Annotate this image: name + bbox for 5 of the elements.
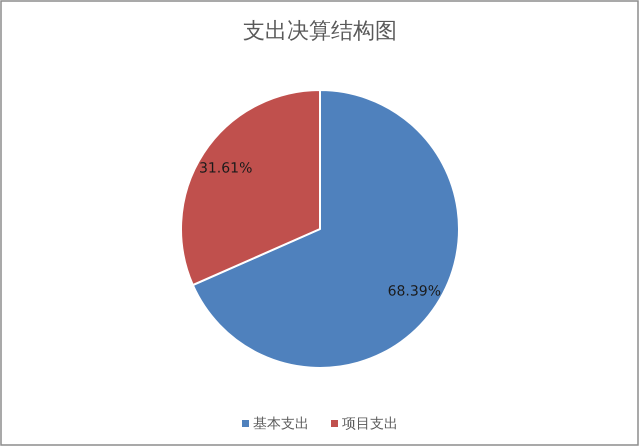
data-label: 31.61% (198, 160, 252, 177)
data-label: 68.39% (388, 283, 442, 300)
chart-title: 支出决算结构图 (243, 19, 397, 44)
legend-label: 项目支出 (342, 416, 398, 432)
legend-label: 基本支出 (253, 416, 309, 432)
